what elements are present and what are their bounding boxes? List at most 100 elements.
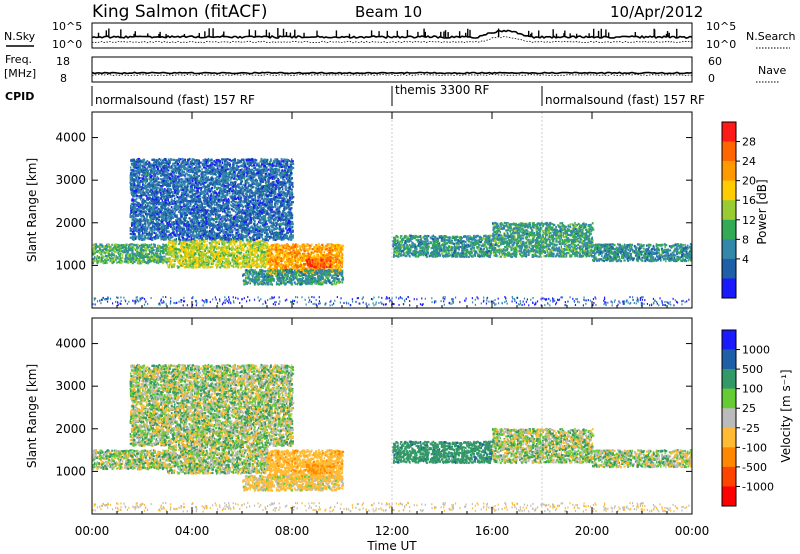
- power-cell: [235, 246, 237, 248]
- power-cell: [257, 276, 259, 278]
- power-cell: [204, 250, 206, 252]
- power-cell: [313, 261, 315, 263]
- power-cell: [341, 281, 343, 283]
- power-cell: [233, 263, 235, 265]
- power-cell: [298, 278, 300, 280]
- power-cell: [312, 252, 314, 254]
- cpid-label: CPID: [5, 90, 34, 103]
- power-cell: [312, 263, 314, 265]
- power-cell: [330, 247, 331, 249]
- power-cell: [233, 255, 235, 257]
- power-cell: [243, 280, 245, 282]
- power-cell: [141, 253, 143, 255]
- power-cell: [96, 251, 98, 253]
- power-cell: [258, 280, 260, 282]
- power-cell: [277, 276, 279, 278]
- power-cell: [185, 259, 187, 261]
- power-cell: [113, 253, 115, 255]
- power-cell: [181, 259, 183, 261]
- power-cell: [126, 252, 128, 254]
- power-cell: [338, 282, 340, 284]
- power-cell: [231, 242, 233, 244]
- power-cell: [189, 262, 190, 264]
- power-cell: [267, 283, 269, 285]
- power-cell: [325, 276, 327, 278]
- power-cell: [253, 280, 255, 282]
- power-cell: [305, 259, 307, 261]
- power-cell: [198, 256, 200, 258]
- power-cell: [335, 272, 337, 274]
- power-cell: [100, 246, 102, 248]
- power-cell: [309, 247, 311, 249]
- power-cell: [306, 255, 308, 257]
- power-cell: [295, 254, 297, 256]
- power-cell: [306, 281, 308, 283]
- power-cell: [126, 247, 128, 249]
- power-cell: [322, 262, 324, 264]
- power-cell: [171, 260, 173, 262]
- power-cell: [235, 265, 237, 267]
- power-cell: [127, 250, 129, 252]
- power-cell: [304, 245, 306, 247]
- power-cell: [137, 244, 138, 246]
- power-cell: [318, 271, 320, 273]
- power-cell: [256, 281, 257, 283]
- power-cell: [227, 241, 229, 243]
- power-cell: [219, 255, 221, 257]
- power-cell: [121, 261, 123, 263]
- power-cell: [225, 241, 226, 243]
- power-cell: [170, 263, 172, 265]
- power-cell: [331, 276, 332, 278]
- power-cell: [239, 252, 241, 254]
- power-cell: [254, 255, 256, 257]
- power-cell: [342, 270, 344, 272]
- power-cell: [254, 262, 255, 264]
- power-cell: [277, 245, 279, 247]
- power-cell: [273, 263, 275, 265]
- power-cell: [327, 243, 329, 245]
- power-cell: [342, 261, 344, 263]
- power-cell: [312, 259, 313, 261]
- power-cell: [273, 278, 274, 280]
- power-cell: [256, 257, 258, 259]
- power-cell: [247, 273, 249, 275]
- power-cell: [184, 252, 186, 254]
- power-cell: [153, 257, 155, 259]
- power-cell: [341, 273, 343, 275]
- power-cell: [228, 253, 230, 255]
- power-cell: [93, 250, 95, 252]
- power-cell: [245, 245, 247, 247]
- power-cell: [167, 264, 168, 266]
- noise-sky-label: N.Sky: [4, 30, 36, 43]
- power-cell: [305, 263, 307, 265]
- power-cell: [307, 248, 308, 250]
- power-cell: [317, 259, 319, 261]
- power-cell: [171, 266, 172, 268]
- power-cell: [212, 266, 214, 268]
- power-cell: [174, 248, 176, 250]
- power-cell: [100, 252, 101, 254]
- power-cell: [284, 274, 286, 276]
- power-cell: [220, 247, 222, 249]
- power-cell: [186, 244, 188, 246]
- power-cell: [173, 255, 175, 257]
- power-cell: [226, 247, 228, 249]
- power-cell: [332, 254, 334, 256]
- power-cell: [291, 247, 293, 249]
- power-cell: [161, 258, 162, 260]
- power-cell: [282, 279, 283, 281]
- power-cell: [200, 255, 202, 257]
- power-cell: [236, 249, 238, 251]
- power-cell: [216, 261, 218, 263]
- power-cell: [142, 244, 144, 246]
- power-cell: [162, 250, 164, 252]
- power-cell: [235, 253, 236, 255]
- power-cell: [255, 252, 257, 254]
- power-cell: [209, 246, 211, 248]
- beam-title: Beam 10: [355, 3, 422, 21]
- power-cell: [106, 251, 108, 253]
- power-cell: [235, 262, 237, 264]
- power-cell: [329, 266, 331, 268]
- power-cell: [207, 263, 209, 265]
- power-cell: [173, 242, 175, 244]
